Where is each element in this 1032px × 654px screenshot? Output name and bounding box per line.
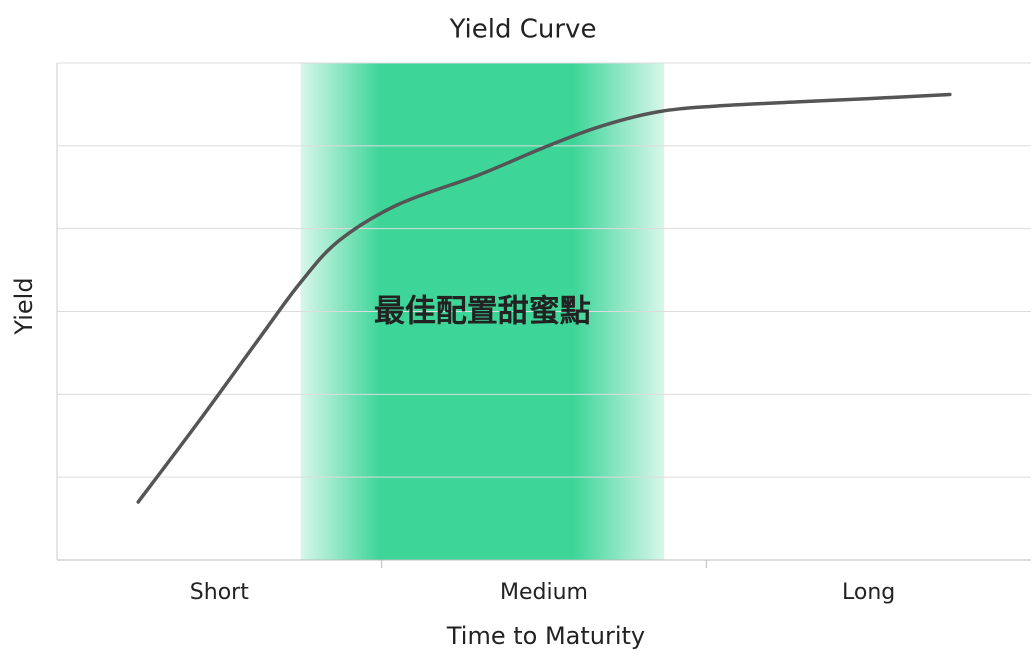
x-axis-label: Time to Maturity — [446, 622, 645, 650]
yield-curve — [136, 92, 952, 504]
x-tick-label: Medium — [500, 580, 588, 605]
x-tick-label: Long — [842, 580, 895, 605]
sweet-spot-label: 最佳配置甜蜜點 — [374, 294, 591, 330]
x-tick-label: Short — [190, 580, 249, 605]
y-axis-label: Yield — [10, 277, 38, 335]
chart-title: Yield Curve — [449, 15, 597, 45]
